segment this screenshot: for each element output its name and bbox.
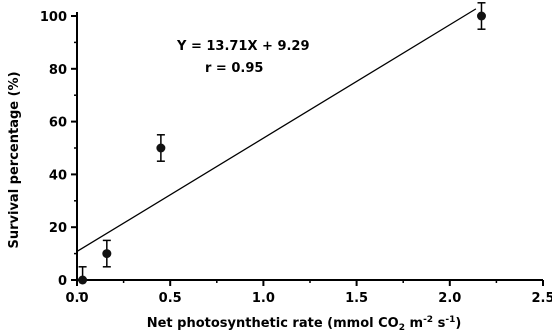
x-tick-label: 1.5 bbox=[345, 291, 368, 306]
y-tick-label: 80 bbox=[49, 63, 67, 78]
point-marker bbox=[156, 143, 166, 153]
equation-label: Y = 13.71X + 9.29 bbox=[176, 39, 310, 54]
point-marker bbox=[78, 275, 88, 285]
x-tick-label: 0.0 bbox=[65, 291, 88, 306]
axes bbox=[76, 12, 543, 281]
y-tick-label: 40 bbox=[49, 168, 67, 183]
data-points bbox=[78, 2, 486, 294]
y-tick-label: 20 bbox=[49, 221, 67, 236]
data-point bbox=[78, 266, 88, 294]
data-point bbox=[156, 134, 166, 162]
point-marker bbox=[102, 249, 112, 259]
x-tick-label: 2.0 bbox=[438, 291, 461, 306]
regression-line bbox=[76, 8, 477, 253]
x-tick-label: 2.5 bbox=[531, 291, 552, 306]
point-marker bbox=[476, 11, 486, 21]
y-tick-label: 100 bbox=[40, 10, 67, 25]
fit-line-group bbox=[76, 8, 477, 253]
x-axis-title: Net photosynthetic rate (mmol CO2 m-2 s-… bbox=[147, 315, 462, 331]
data-point bbox=[102, 239, 112, 268]
r-value-label: r = 0.95 bbox=[205, 61, 263, 76]
data-point bbox=[476, 2, 486, 30]
x-tick-label: 0.5 bbox=[159, 291, 182, 306]
x-tick-label: 1.0 bbox=[252, 291, 275, 306]
y-tick-label: 0 bbox=[58, 274, 67, 289]
y-axis-title: Survival percentage (%) bbox=[7, 71, 22, 248]
y-ticks: 0 20 40 60 80 100 bbox=[40, 10, 77, 289]
y-tick-label: 60 bbox=[49, 116, 67, 131]
x-ticks: 0.0 0.5 1.0 1.5 2.0 2.5 bbox=[65, 280, 552, 306]
